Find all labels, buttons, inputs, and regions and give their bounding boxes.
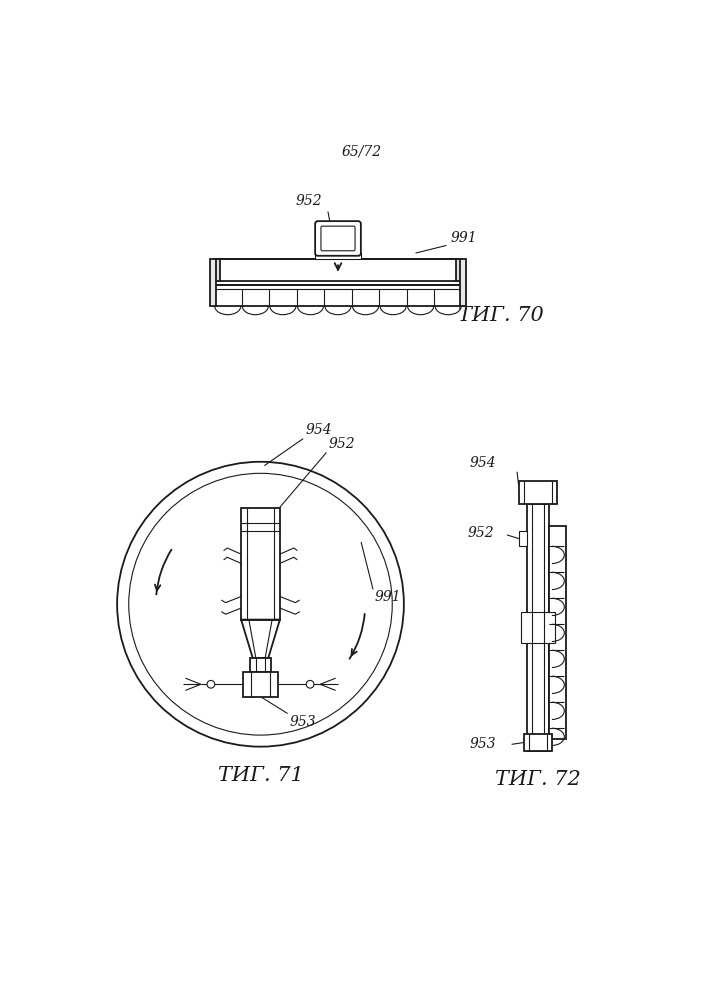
- Text: 953: 953: [289, 715, 316, 729]
- Bar: [524, 733, 552, 750]
- Text: 952: 952: [296, 195, 323, 209]
- Bar: [250, 658, 271, 672]
- Bar: [243, 672, 277, 696]
- Text: 954: 954: [469, 457, 496, 471]
- Bar: [210, 260, 216, 307]
- Bar: [214, 260, 220, 281]
- FancyBboxPatch shape: [321, 226, 355, 251]
- Text: 953: 953: [469, 737, 496, 751]
- Ellipse shape: [129, 474, 392, 735]
- Bar: [218, 260, 458, 281]
- Bar: [527, 504, 549, 750]
- Bar: [459, 260, 466, 307]
- Text: ΤИГ. 70: ΤИГ. 70: [458, 306, 544, 325]
- Circle shape: [207, 680, 215, 688]
- Bar: [214, 285, 462, 307]
- Polygon shape: [241, 619, 280, 658]
- Bar: [549, 525, 566, 739]
- Text: 954: 954: [305, 424, 332, 438]
- Text: ΤИГ. 71: ΤИГ. 71: [217, 766, 303, 785]
- Text: ΤИГ. 72: ΤИГ. 72: [495, 770, 581, 789]
- Bar: [241, 507, 280, 619]
- Text: 65/72: 65/72: [341, 145, 382, 159]
- FancyBboxPatch shape: [315, 221, 361, 256]
- Text: 991: 991: [374, 589, 401, 603]
- Bar: [521, 612, 555, 642]
- Circle shape: [306, 680, 314, 688]
- Bar: [456, 260, 462, 281]
- Bar: [519, 531, 527, 546]
- Ellipse shape: [117, 462, 404, 746]
- Text: 991: 991: [451, 232, 477, 246]
- Bar: [315, 253, 361, 260]
- Text: 952: 952: [467, 526, 494, 540]
- Text: 952: 952: [329, 437, 356, 451]
- Bar: [518, 481, 557, 504]
